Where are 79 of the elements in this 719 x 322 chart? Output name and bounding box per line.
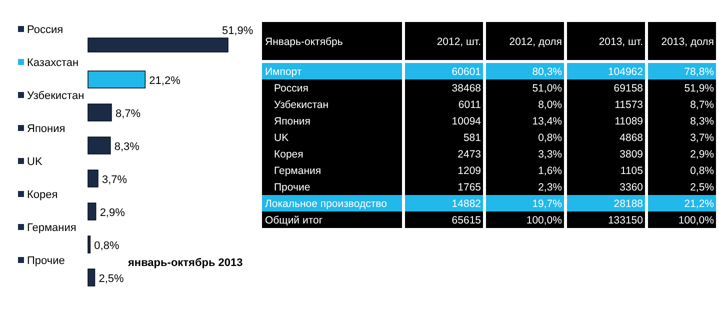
text: 69158: [614, 82, 643, 94]
category-label: Прочие: [274, 182, 310, 194]
text: 1209: [458, 165, 481, 177]
text: 3360: [620, 182, 643, 194]
text: 11573: [614, 99, 643, 111]
category-label: 2012, шт.: [436, 36, 481, 48]
category-label: UK: [274, 132, 289, 144]
bar: [88, 236, 91, 254]
bar: [88, 70, 146, 88]
text: 3,3%: [538, 148, 562, 160]
y-tick-label: Корея: [27, 189, 58, 201]
text: 2,5%: [690, 182, 714, 194]
category-label: 2013, доля: [661, 36, 714, 48]
text: 6011: [458, 99, 481, 111]
text: 60601: [452, 66, 481, 78]
text: 80,3%: [532, 66, 562, 78]
text: 2,9%: [690, 148, 714, 160]
bar: [88, 202, 96, 220]
data-label: 8,7%: [115, 108, 141, 120]
bar: [88, 268, 96, 286]
text: 0,8%: [690, 165, 714, 177]
text: 1765: [458, 182, 481, 194]
data-label: 2,9%: [100, 207, 126, 219]
text: 2473: [458, 148, 481, 160]
data-label: 2,5%: [98, 273, 124, 285]
category-label: Россия: [274, 82, 308, 94]
y-tick-label: Германия: [27, 222, 76, 234]
text: 1105: [620, 165, 643, 177]
text: 78,8%: [684, 66, 714, 78]
text: 2,3%: [538, 182, 562, 194]
y-tick-label: Казахстан: [27, 57, 79, 69]
text: 100,0%: [526, 214, 562, 226]
data-label: 0,8%: [94, 240, 120, 252]
text: 8,7%: [690, 99, 714, 111]
data-label: 21,2%: [149, 75, 181, 87]
text: 8,3%: [690, 116, 714, 128]
bar: [88, 170, 98, 188]
category-label: 2012, доля: [509, 36, 562, 48]
text: 8,0%: [538, 99, 562, 111]
category-label: Япония: [274, 116, 310, 128]
bar: [88, 104, 112, 122]
text: 100,0%: [678, 214, 714, 226]
category-label: Импорт: [265, 66, 302, 78]
category-label: Общий итог: [265, 214, 323, 226]
bar: [88, 136, 111, 154]
category-label: Локальное производство: [265, 198, 387, 210]
text: 21,2%: [684, 198, 714, 210]
text: 13,4%: [532, 116, 562, 128]
text: 65615: [452, 214, 481, 226]
text: 0,8%: [538, 132, 562, 144]
data-label: 8,3%: [114, 141, 140, 153]
text: 28188: [614, 198, 643, 210]
data-label: 3,7%: [102, 174, 128, 186]
text: 3,7%: [690, 132, 714, 144]
y-tick-label: Россия: [27, 24, 64, 36]
category-label: Корея: [274, 148, 304, 160]
data-label: 51,9%: [222, 25, 254, 37]
text: 104962: [608, 66, 643, 78]
text: 19,7%: [532, 198, 562, 210]
text: 38468: [452, 82, 481, 94]
text: 10094: [452, 116, 481, 128]
text: 3809: [620, 148, 643, 160]
y-tick-label: UK: [27, 156, 43, 168]
text: 51,9%: [684, 82, 714, 94]
category-label: Узбекистан: [274, 99, 329, 111]
text: 11089: [614, 116, 643, 128]
y-tick-label: Узбекистан: [27, 90, 84, 102]
category-label: 2013, шт.: [598, 36, 643, 48]
y-tick-label: Япония: [27, 123, 66, 135]
text: 133150: [608, 214, 643, 226]
category-label: Германия: [274, 165, 322, 177]
category-label: Январь-октябрь: [265, 36, 344, 48]
text: 14882: [452, 198, 481, 210]
y-tick-label: Прочие: [27, 255, 65, 267]
text: 1,6%: [538, 165, 562, 177]
text: 51,0%: [532, 82, 562, 94]
text: 4868: [620, 132, 643, 144]
text: 581: [463, 132, 481, 144]
annotation: январь-октябрь 2013: [128, 257, 243, 269]
